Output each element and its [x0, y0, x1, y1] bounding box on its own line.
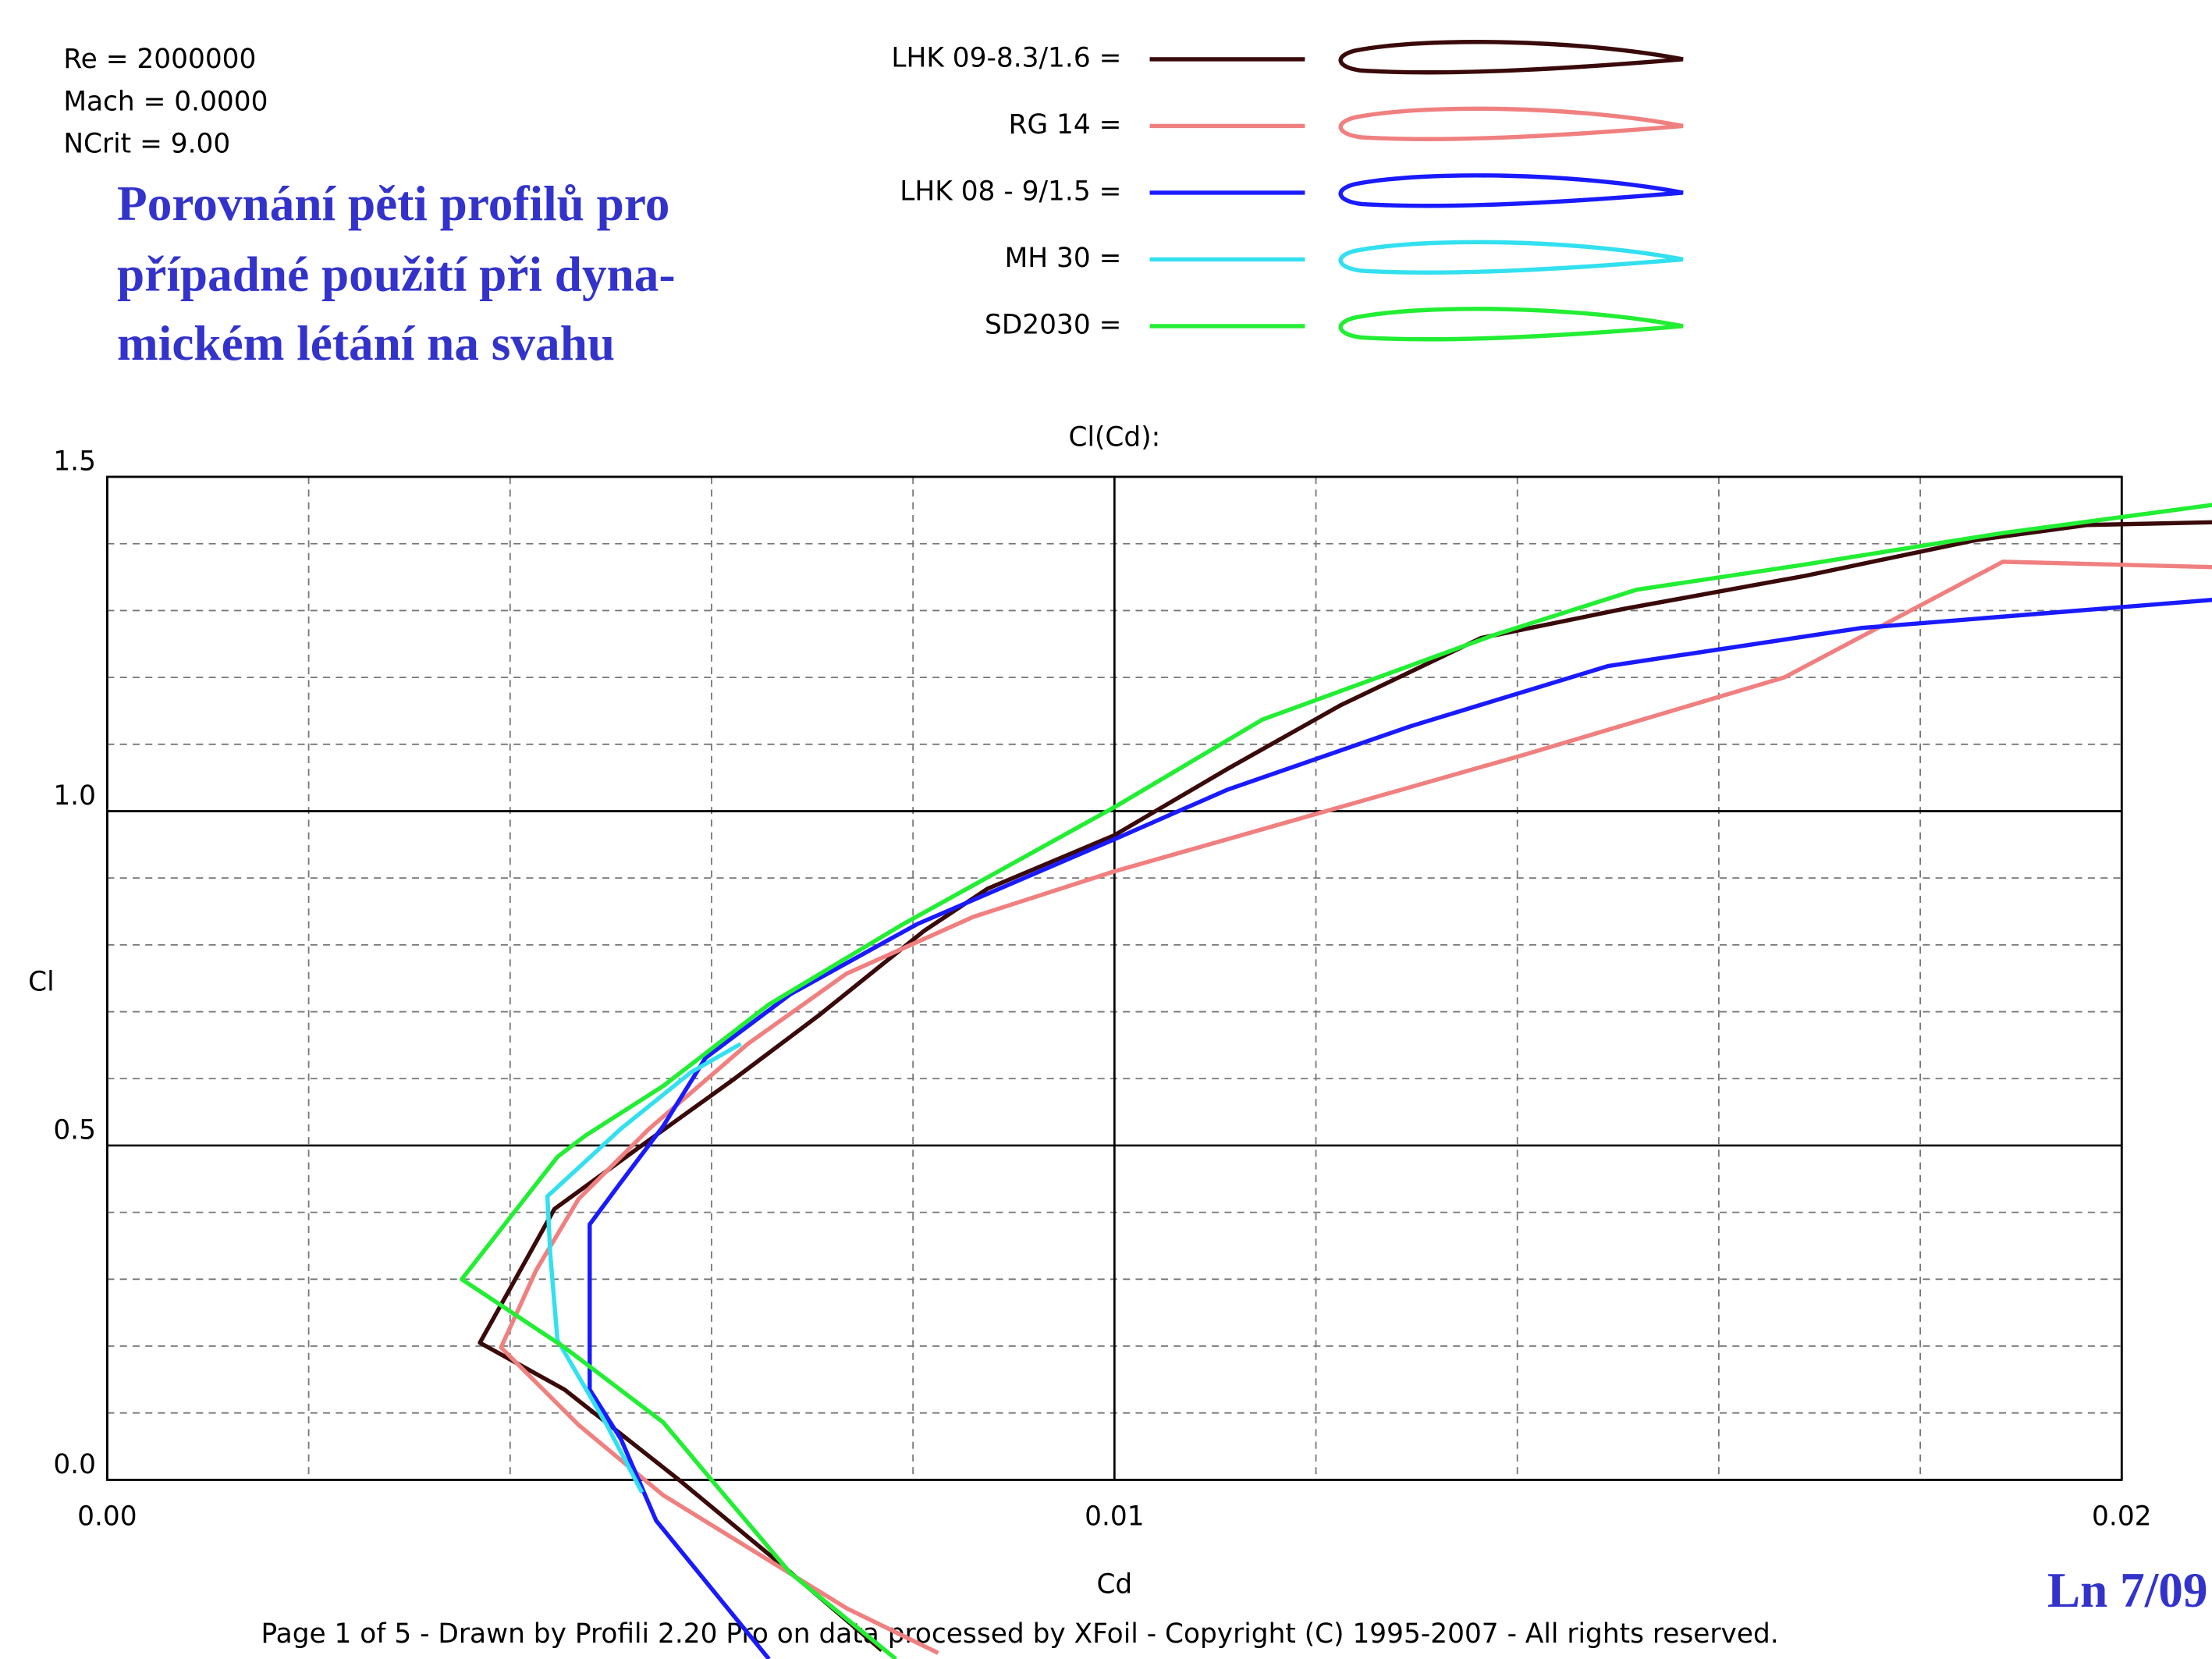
info-line: NCrit = 9.00	[63, 129, 230, 160]
y-tick-label: 0.0	[53, 1449, 96, 1480]
series-line	[499, 560, 2212, 1655]
legend-airfoil	[1338, 40, 1684, 75]
legend-airfoil	[1338, 240, 1684, 275]
series-line	[588, 598, 2212, 1659]
x-axis-label: Cd	[1096, 1568, 1132, 1600]
heading-line: případné použití při dyna-	[117, 247, 675, 301]
legend-label: SD2030 =	[985, 309, 1121, 340]
y-tick-label: 1.5	[53, 446, 96, 477]
legend-label: MH 30 =	[1005, 243, 1122, 274]
y-tick-label: 0.5	[53, 1114, 96, 1146]
legend-airfoil	[1338, 173, 1684, 208]
heading-line: mickém létání na svahu	[117, 316, 615, 371]
corner-note: Ln 7/09	[2047, 1563, 2208, 1618]
plot-frame	[106, 475, 2123, 1481]
y-tick-label: 1.0	[53, 780, 96, 812]
legend-airfoil	[1338, 106, 1684, 141]
y-axis-label: Cl	[28, 967, 55, 998]
legend-airfoil	[1338, 307, 1684, 342]
x-tick-label: 0.02	[2092, 1501, 2151, 1533]
x-tick-label: 0.01	[1085, 1501, 1144, 1533]
info-line: Re = 2000000	[63, 44, 256, 75]
legend-label: LHK 09-8.3/1.6 =	[891, 42, 1121, 73]
heading-line: Porovnání pěti profilů pro	[117, 176, 669, 231]
series-line	[545, 1042, 742, 1494]
legend-label: LHK 08 - 9/1.5 =	[900, 176, 1121, 207]
info-line: Mach = 0.0000	[63, 86, 268, 117]
series-line	[460, 503, 2212, 1659]
legend-label: RG 14 =	[1009, 109, 1122, 140]
footer: Page 1 of 5 - Drawn by Profili 2.20 Pro …	[261, 1618, 1778, 1650]
series-line	[478, 520, 2212, 1652]
chart-title: Cl(Cd):	[1069, 422, 1161, 453]
x-tick-label: 0.00	[77, 1501, 137, 1533]
